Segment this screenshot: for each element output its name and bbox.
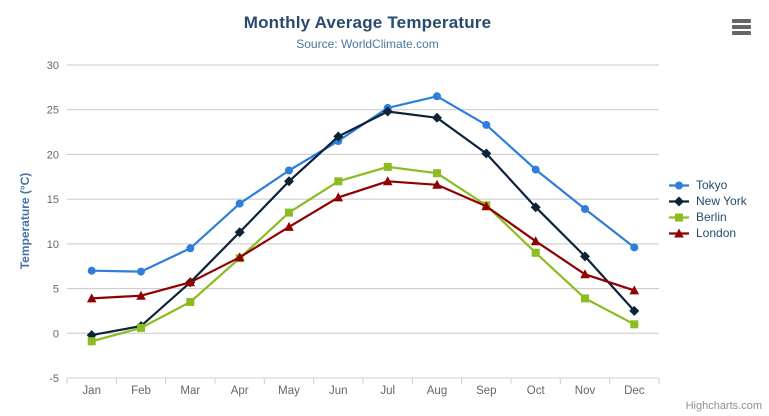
data-point-london-jan[interactable]	[86, 293, 97, 303]
data-point-berlin-mar[interactable]	[186, 298, 195, 306]
series-line-new-york	[90, 110, 636, 337]
data-point-tokyo-jan[interactable]	[87, 266, 96, 275]
data-point-berlin-nov[interactable]	[581, 294, 589, 303]
y-axis-label: 0	[53, 328, 59, 340]
data-point-tokyo-sep[interactable]	[482, 120, 491, 129]
series-london	[86, 176, 640, 303]
x-axis-label: Nov	[575, 385, 596, 397]
data-point-berlin-jan[interactable]	[87, 337, 96, 346]
x-axis-label: Mar	[180, 385, 200, 397]
data-point-new-york-oct[interactable]	[530, 202, 541, 213]
series-tokyo	[87, 92, 639, 276]
legend-label: Tokyo	[696, 178, 728, 192]
data-point-new-york-may[interactable]	[284, 176, 294, 187]
data-point-london-nov[interactable]	[580, 269, 590, 279]
hamburger-icon	[732, 19, 751, 23]
legend-marker-diamond	[674, 196, 684, 206]
data-point-tokyo-mar[interactable]	[186, 244, 195, 253]
data-point-london-mar[interactable]	[185, 277, 196, 287]
series-new-york	[86, 106, 640, 341]
legend-item-london[interactable]: London	[668, 225, 747, 241]
x-axis-label: Aug	[427, 385, 447, 397]
hamburger-icon	[732, 25, 751, 29]
data-point-berlin-may[interactable]	[285, 208, 293, 217]
y-axis-label: 5	[53, 284, 59, 296]
data-point-tokyo-dec[interactable]	[630, 243, 639, 252]
series-line-london	[90, 180, 636, 300]
legend-marker-icon	[669, 228, 689, 237]
data-point-new-york-sep[interactable]	[481, 148, 492, 159]
data-point-tokyo-may[interactable]	[285, 166, 293, 175]
data-point-berlin-jun[interactable]	[334, 177, 343, 186]
data-point-london-jul[interactable]	[382, 176, 393, 186]
credits-link[interactable]: Highcharts.com	[685, 400, 762, 412]
y-axis-label: 30	[47, 60, 59, 72]
legend: Tokyo New York Berlin London	[668, 177, 747, 241]
x-axis-label: Jun	[329, 385, 348, 397]
data-point-tokyo-nov[interactable]	[581, 205, 589, 213]
data-point-london-apr[interactable]	[234, 252, 245, 262]
legend-item-berlin[interactable]: Berlin	[668, 209, 747, 225]
series-line-tokyo	[90, 95, 636, 273]
data-point-berlin-oct[interactable]	[531, 248, 540, 257]
legend-label: London	[696, 226, 737, 240]
y-axis-label: -5	[49, 373, 59, 385]
data-point-berlin-dec[interactable]	[630, 320, 639, 329]
x-axis-label: Jan	[82, 385, 101, 397]
data-point-tokyo-oct[interactable]	[531, 165, 540, 174]
legend-marker-icon	[669, 213, 689, 221]
legend-label: New York	[696, 194, 747, 208]
x-axis-label: May	[278, 385, 300, 397]
context-menu-button[interactable]	[731, 18, 753, 36]
x-axis-label: Feb	[131, 385, 151, 397]
data-point-berlin-aug[interactable]	[433, 169, 441, 178]
y-axis-label: 10	[47, 239, 59, 251]
data-point-new-york-aug[interactable]	[432, 112, 442, 123]
data-point-tokyo-aug[interactable]	[433, 92, 441, 101]
legend-item-new-york[interactable]: New York	[668, 193, 747, 209]
data-point-new-york-nov[interactable]	[580, 251, 590, 262]
chart-title: Monthly Average Temperature	[243, 13, 492, 32]
data-point-new-york-jun[interactable]	[333, 131, 344, 142]
legend-label: Berlin	[696, 210, 727, 224]
data-point-london-oct[interactable]	[530, 236, 541, 246]
x-axis-label: Oct	[527, 385, 546, 397]
data-point-berlin-feb[interactable]	[137, 323, 145, 332]
legend-marker-circle	[675, 181, 683, 189]
data-point-london-jun[interactable]	[333, 192, 344, 202]
data-point-london-dec[interactable]	[629, 285, 640, 295]
data-point-new-york-jul[interactable]	[382, 106, 393, 117]
hamburger-icon	[732, 31, 751, 35]
data-point-london-may[interactable]	[284, 221, 294, 231]
x-axis-label: Dec	[624, 385, 645, 397]
x-axis-label: Apr	[231, 385, 249, 397]
data-point-london-aug[interactable]	[432, 179, 442, 189]
data-point-london-feb[interactable]	[136, 290, 146, 300]
series-line-berlin	[90, 165, 636, 343]
x-axis-label: Jul	[380, 385, 395, 397]
data-point-tokyo-apr[interactable]	[235, 199, 244, 208]
data-point-new-york-apr[interactable]	[234, 227, 245, 238]
legend-marker-triangle	[674, 228, 684, 237]
x-axis-label: Sep	[476, 385, 496, 397]
legend-marker-icon	[669, 196, 689, 206]
y-axis-label: 25	[47, 105, 59, 117]
data-point-new-york-dec[interactable]	[629, 305, 640, 316]
chart-subtitle: Source: WorldClimate.com	[296, 37, 439, 51]
legend-item-tokyo[interactable]: Tokyo	[668, 177, 747, 193]
legend-marker-square	[675, 213, 683, 221]
y-axis-label: 15	[47, 194, 59, 206]
data-point-berlin-jul[interactable]	[383, 162, 392, 171]
y-axis-label: 20	[47, 149, 59, 161]
data-point-london-sep[interactable]	[481, 201, 492, 211]
data-point-tokyo-feb[interactable]	[137, 267, 145, 276]
legend-marker-icon	[669, 181, 689, 189]
